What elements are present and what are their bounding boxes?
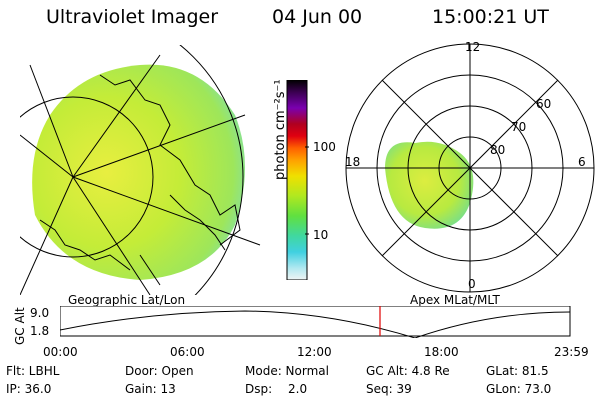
polar-grid	[345, 43, 595, 293]
mode-info: Mode: Normal	[245, 364, 329, 378]
dsp-value: 2.0	[288, 382, 308, 396]
colorbar-tick-100: 100	[313, 140, 336, 154]
color-scale-bar	[286, 80, 309, 280]
apex-panel-label: Apex MLat/MLT	[410, 293, 500, 307]
coastlines	[39, 74, 241, 286]
altitude-ytick-9: 9.0	[30, 306, 50, 320]
geographic-panel-label: Geographic Lat/Lon	[68, 293, 186, 307]
lat-label-80: 80	[490, 143, 506, 157]
door-info: Door: Open	[125, 364, 194, 378]
gc-alt-info: GC Alt: 4.8 Re	[366, 364, 450, 378]
altitude-orbit-plot	[60, 306, 571, 338]
polar-emission-region	[385, 141, 474, 229]
polar-mlat-mlt-plot	[345, 43, 595, 293]
glon-info: GLon: 73.0	[486, 382, 552, 396]
instrument-title: Ultraviolet Imager	[46, 6, 219, 28]
glat-info: GLat: 81.5	[486, 364, 549, 378]
altitude-curve	[60, 310, 571, 338]
gain-info: Gain: 13	[125, 382, 176, 396]
xtick-06-00: 06:00	[170, 345, 205, 359]
geographic-image	[20, 45, 261, 295]
xtick-12-00: 12:00	[297, 345, 332, 359]
lat-lon-grid	[20, 45, 261, 295]
altitude-ylabel: GC Alt	[13, 307, 27, 345]
xtick-00-00: 00:00	[43, 345, 78, 359]
lat-label-60: 60	[536, 97, 552, 111]
auroral-emission-region	[32, 64, 246, 280]
seq-info: Seq: 39	[366, 382, 412, 396]
altitude-ytick-1-8: 1.8	[30, 324, 50, 338]
time-label: 15:00:21 UT	[432, 6, 549, 28]
xtick-23-59: 23:59	[554, 345, 589, 359]
lat-label-70: 70	[511, 120, 527, 134]
mlt-label-6: 6	[578, 155, 586, 169]
filter-info: Flt: LBHL	[6, 364, 60, 378]
mlt-label-18: 18	[345, 155, 361, 169]
date-label: 04 Jun 00	[272, 6, 363, 28]
dsp-label: Dsp:	[245, 382, 273, 396]
ip-info: IP: 36.0	[6, 382, 52, 396]
colorbar-units-label: photon cm⁻²s⁻¹	[273, 79, 288, 180]
colorbar-tick-10: 10	[313, 228, 329, 242]
xtick-18-00: 18:00	[424, 345, 459, 359]
mlt-label-0: 0	[468, 277, 476, 291]
mlt-label-12: 12	[465, 40, 481, 54]
